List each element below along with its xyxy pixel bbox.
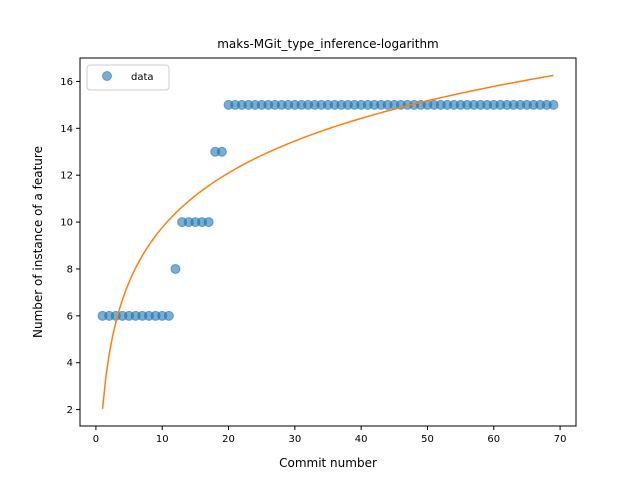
plot-area [97, 74, 559, 409]
y-tick-label: 14 [60, 124, 73, 135]
y-tick-label: 10 [60, 218, 73, 229]
y-tick-label: 8 [67, 264, 73, 275]
x-tick-label: 50 [421, 434, 434, 445]
y-tick-label: 6 [67, 311, 73, 322]
legend-box [86, 64, 170, 91]
legend-label-data: data [131, 72, 154, 83]
x-tick-label: 40 [355, 434, 368, 445]
data-point [170, 263, 181, 274]
x-axis-label: Commit number [279, 456, 377, 470]
y-tick-label: 16 [60, 77, 73, 88]
data-point [216, 146, 227, 157]
data-point [203, 217, 214, 228]
chart-title: maks-MGit_type_inference-logarithm [217, 37, 439, 51]
fit-line [101, 74, 554, 409]
y-tick-label: 4 [67, 358, 73, 369]
y-tick-label: 12 [60, 171, 73, 182]
legend-marker-data [102, 71, 112, 81]
data-point [163, 310, 174, 321]
x-tick-label: 10 [156, 434, 169, 445]
y-axis: 2 4 6 8 10 12 14 16 [60, 77, 80, 416]
legend: data [86, 64, 170, 91]
y-axis-label: Number of instance of a feature [31, 146, 45, 338]
x-tick-label: 60 [487, 434, 500, 445]
data-point [548, 99, 559, 110]
axes-frame [79, 57, 577, 427]
y-tick-label: 2 [67, 405, 73, 416]
x-tick-label: 30 [288, 434, 301, 445]
x-tick-label: 0 [93, 434, 99, 445]
x-axis: 0 10 20 30 40 50 60 70 [93, 426, 567, 445]
x-tick-label: 20 [222, 434, 235, 445]
x-tick-label: 70 [554, 434, 567, 445]
